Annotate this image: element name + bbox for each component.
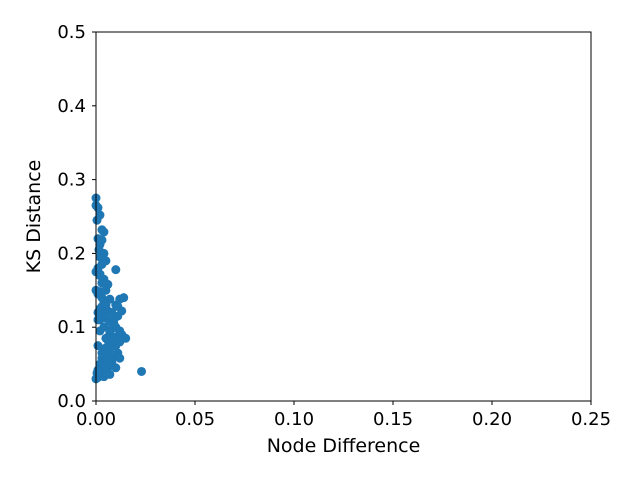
axes-frame — [95, 31, 592, 402]
data-point — [105, 369, 115, 379]
y-axis-ticks: 0.0 0.1 0.2 0.3 0.4 0.5 — [57, 22, 96, 412]
y-axis-label: KS Distance — [23, 160, 45, 274]
y-tick-label: 0.1 — [57, 317, 86, 338]
y-tick-label: 0.5 — [57, 22, 86, 43]
y-tick-label: 0.2 — [57, 243, 86, 264]
x-tick-label: 0.20 — [472, 409, 512, 430]
x-tick-label: 0.15 — [373, 409, 413, 430]
data-point — [115, 353, 125, 363]
data-point — [97, 348, 107, 358]
data-point — [99, 322, 109, 332]
y-tick-label: 0.3 — [57, 170, 86, 191]
data-point — [111, 265, 121, 275]
x-tick-label: 0.10 — [274, 409, 314, 430]
x-tick-label: 0.00 — [76, 409, 116, 430]
data-point — [93, 341, 103, 351]
data-point — [95, 271, 105, 281]
data-point — [92, 215, 102, 225]
data-point — [93, 307, 103, 317]
x-axis-label: Node Difference — [267, 435, 421, 457]
x-tick-label: 0.05 — [175, 409, 215, 430]
data-point — [103, 359, 113, 369]
y-tick-label: 0.4 — [57, 96, 86, 117]
x-tick-label: 0.25 — [571, 409, 611, 430]
y-tick-label: 0.0 — [57, 391, 86, 412]
x-axis-ticks: 0.00 0.05 0.10 0.15 0.20 0.25 — [76, 401, 611, 430]
data-point — [101, 333, 111, 343]
data-point — [97, 278, 107, 288]
data-point — [119, 293, 129, 303]
data-point — [137, 366, 147, 376]
data-point — [111, 363, 121, 373]
data-point — [99, 227, 109, 237]
data-point — [109, 315, 119, 325]
data-point — [97, 235, 107, 245]
